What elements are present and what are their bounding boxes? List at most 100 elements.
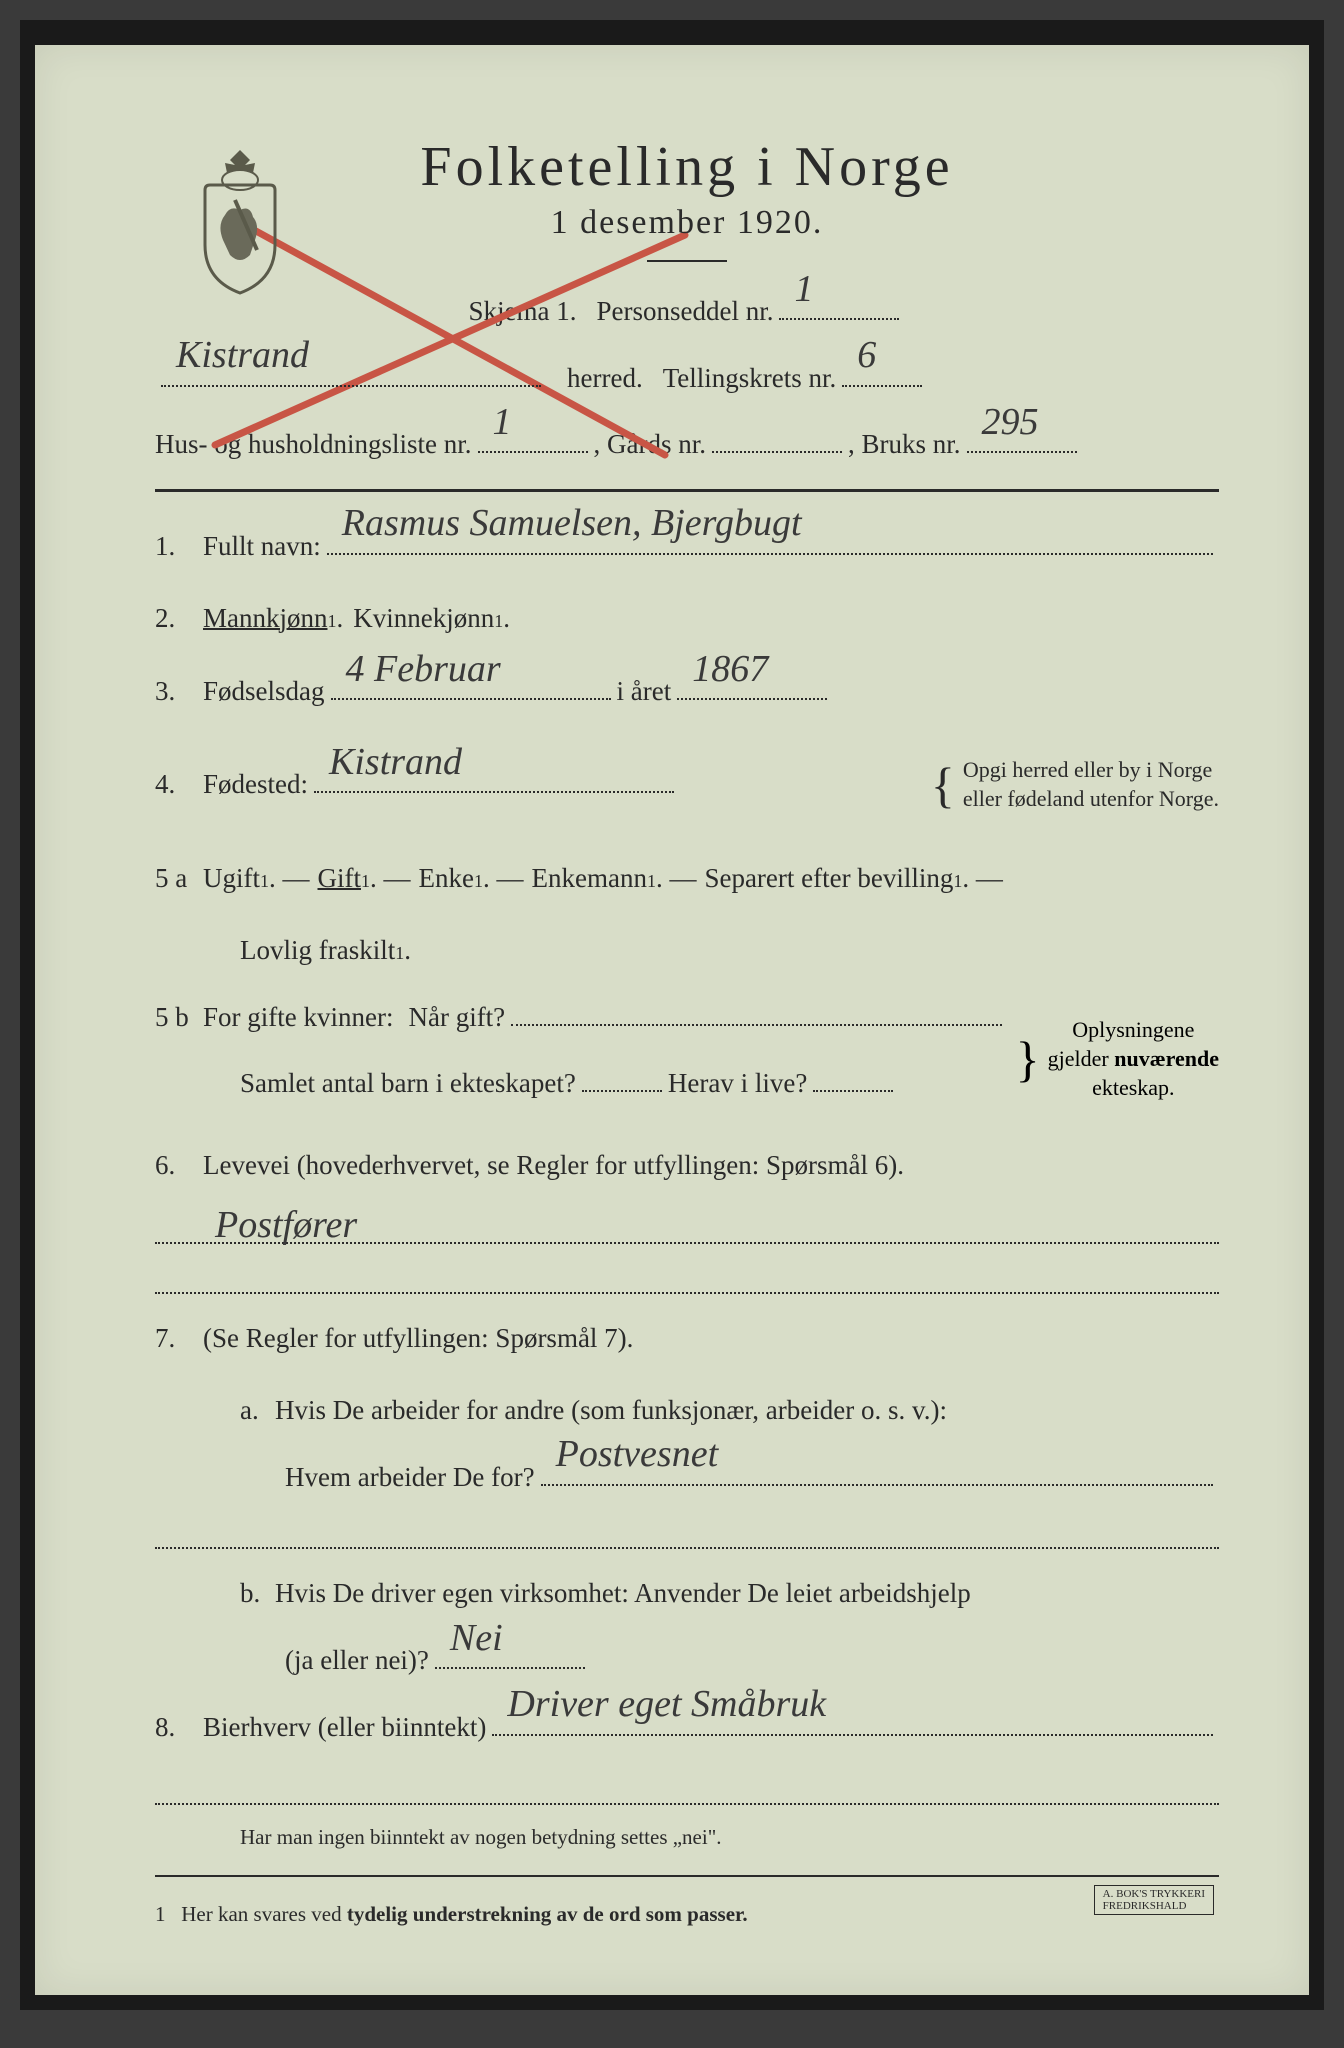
personseddel-nr-field: 1 [779, 316, 899, 320]
q7a-line2: Hvem arbeider De for? [285, 1453, 535, 1502]
gaards-label: , Gårds nr. [594, 420, 706, 469]
q5b-note-2: gjelder nuværende [1048, 1046, 1219, 1071]
q6-label: Levevei (hovederhvervet, se Regler for u… [203, 1141, 904, 1190]
q6-field: Postfører [155, 1214, 1219, 1244]
page-background: Folketelling i Norge 1 desember 1920. Sk… [20, 20, 1324, 2010]
q6-field-2 [155, 1264, 1219, 1294]
question-7: 7. (Se Regler for utfyllingen: Spørsmål … [155, 1314, 1219, 1363]
q7a-field-2 [155, 1519, 1219, 1549]
q5a-number: 5 a [155, 854, 203, 903]
question-8: 8. Bierhverv (eller biinntekt) Driver eg… [155, 1703, 1219, 1752]
q5b-nargift-field [511, 1022, 1002, 1026]
footer-note-1: Har man ingen biinntekt av nogen betydni… [155, 1825, 1219, 1850]
q5b-samlet-field [582, 1088, 662, 1092]
q7b-line2: (ja eller nei)? [285, 1636, 429, 1685]
q7a-value: Postvesnet [556, 1420, 719, 1488]
q4-field: Kistrand [314, 789, 674, 793]
document-header: Folketelling i Norge 1 desember 1920. [155, 135, 1219, 262]
q4-number: 4. [155, 760, 203, 809]
question-5b: 5 b For gifte kvinner: Når gift? [155, 993, 1008, 1042]
q1-field: Rasmus Samuelsen, Bjergbugt [327, 551, 1213, 555]
q1-label: Fullt navn: [203, 522, 321, 571]
printer-stamp: A. BOK'S TRYKKERIFREDRIKSHALD [1094, 1885, 1214, 1915]
title-divider [647, 260, 727, 262]
question-7b: b. Hvis De driver egen virksomhet: Anven… [155, 1569, 1219, 1618]
form-header-line-2: Kistrand herred. Tellingskrets nr. 6 [155, 354, 1219, 403]
q1-value: Rasmus Samuelsen, Bjergbugt [342, 489, 802, 557]
q5a-enkemann: Enkemann [531, 854, 646, 903]
q7-label: (Se Regler for utfyllingen: Spørsmål 7). [203, 1314, 633, 1363]
q5b-number: 5 b [155, 993, 203, 1042]
skjema-label: Skjema 1. [469, 287, 577, 336]
q8-number: 8. [155, 1703, 203, 1752]
husholdnings-nr-value: 1 [493, 388, 512, 456]
q5a-separert: Separert efter bevilling [704, 854, 953, 903]
q4-label: Fødested: [203, 760, 308, 809]
q5b-label: For gifte kvinner: [203, 993, 393, 1042]
herred-label: herred. [567, 354, 643, 403]
q1-number: 1. [155, 522, 203, 571]
q5b-herav: Herav i live? [668, 1059, 807, 1108]
q8-field: Driver eget Småbruk [492, 1732, 1213, 1736]
tellingskrets-nr-value: 6 [857, 321, 876, 389]
bruks-nr-value: 295 [982, 388, 1039, 456]
q6-number: 6. [155, 1141, 203, 1190]
q5b-note-1: Oplysningene [1072, 1017, 1194, 1042]
question-5b-cont: Samlet antal barn i ekteskapet? Herav i … [155, 1059, 1008, 1108]
q4-note: Opgi herred eller by i Norge eller fødel… [963, 756, 1219, 813]
personseddel-nr-value: 1 [794, 255, 813, 323]
question-4: 4. Fødested: Kistrand { Opgi herred elle… [155, 740, 1219, 830]
q7a-letter: a. [240, 1386, 275, 1435]
q7b-field: Nei [435, 1665, 585, 1669]
question-7a-cont: Hvem arbeider De for? Postvesnet [155, 1453, 1219, 1502]
q6-value: Postfører [215, 1203, 357, 1247]
form-header-line-3: Hus- og husholdningsliste nr. 1 , Gårds … [155, 420, 1219, 469]
question-6: 6. Levevei (hovederhvervet, se Regler fo… [155, 1141, 1219, 1190]
q5b-note-3: ekteskap. [1092, 1075, 1174, 1100]
q7b-value: Nei [450, 1604, 503, 1672]
q7b-letter: b. [240, 1569, 275, 1618]
q3-number: 3. [155, 667, 203, 716]
brace-icon-2: } [1016, 1030, 1040, 1088]
q4-value: Kistrand [329, 728, 462, 796]
question-3: 3. Fødselsdag 4 Februar i året 1867 [155, 667, 1219, 716]
q5b-note: Oplysningene gjelder nuværende ekteskap. [1048, 1016, 1219, 1102]
q5b-herav-field [813, 1088, 893, 1092]
husholdnings-label: Hus- og husholdningsliste nr. [155, 420, 472, 469]
q2-number: 2. [155, 594, 203, 643]
footer-note-2: 1 Her kan svares ved tydelig understrekn… [155, 1902, 1219, 1927]
q5a-enke: Enke [419, 854, 474, 903]
q5a-gift: Gift [318, 854, 362, 903]
q2-mann: Mannkjønn [203, 594, 328, 643]
coat-of-arms-icon [185, 145, 295, 300]
personseddel-label: Personseddel nr. [597, 287, 774, 336]
section-divider-2 [155, 1875, 1219, 1877]
brace-icon: { [931, 740, 955, 830]
footnote-mark: 1 [155, 1902, 166, 1926]
q3-label: Fødselsdag [203, 667, 325, 716]
q5a-lovlig: Lovlig fraskilt [240, 926, 395, 975]
form-header-line-1: Skjema 1. Personseddel nr. 1 [155, 287, 1219, 336]
census-document: Folketelling i Norge 1 desember 1920. Sk… [35, 45, 1309, 1995]
tellingskrets-label: Tellingskrets nr. [663, 354, 837, 403]
q8-value: Driver eget Småbruk [507, 1670, 826, 1738]
question-1: 1. Fullt navn: Rasmus Samuelsen, Bjergbu… [155, 522, 1219, 571]
q8-label: Bierhverv (eller biinntekt) [203, 1703, 486, 1752]
tellingskrets-nr-field: 6 [842, 383, 922, 387]
q4-note-2: eller fødeland utenfor Norge. [963, 786, 1219, 811]
q3-year-field: 1867 [677, 696, 827, 700]
q8-field-2 [155, 1775, 1219, 1805]
q7-number: 7. [155, 1314, 203, 1363]
bruks-label: , Bruks nr. [848, 420, 961, 469]
gaards-nr-field [712, 449, 842, 453]
q5b-nargift: Når gift? [408, 993, 505, 1042]
q7a-field: Postvesnet [541, 1482, 1213, 1486]
question-5a-cont: Lovlig fraskilt1. [155, 926, 1219, 975]
q3-day-field: 4 Februar [331, 696, 611, 700]
q3-year-value: 1867 [692, 635, 768, 703]
question-2: 2. Mannkjønn1. Kvinnekjønn1. [155, 594, 1219, 643]
q5b-samlet: Samlet antal barn i ekteskapet? [240, 1059, 576, 1108]
q7b-line1: Hvis De driver egen virksomhet: Anvender… [275, 1569, 971, 1618]
document-title: Folketelling i Norge [155, 135, 1219, 199]
q3-day-value: 4 Februar [346, 635, 501, 703]
